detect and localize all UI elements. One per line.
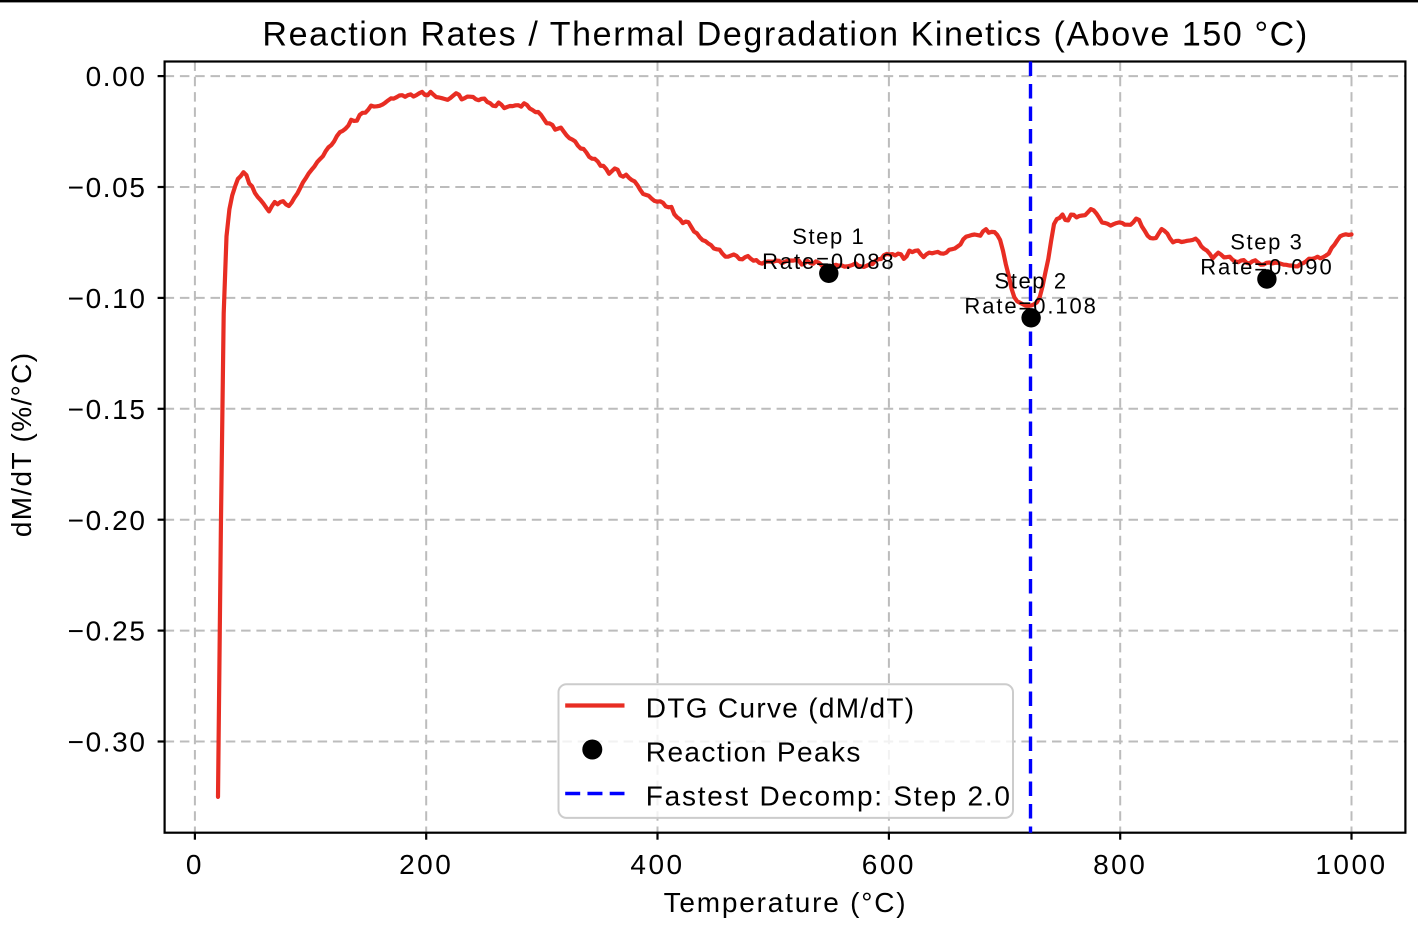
svg-text:Temperature (°C): Temperature (°C) <box>664 887 908 918</box>
svg-text:Rate=0.090: Rate=0.090 <box>1200 255 1333 280</box>
svg-text:0: 0 <box>186 849 204 880</box>
svg-text:0.00: 0.00 <box>86 61 147 92</box>
svg-text:200: 200 <box>399 849 453 880</box>
svg-text:−0.05: −0.05 <box>68 172 147 203</box>
svg-text:600: 600 <box>862 849 916 880</box>
svg-text:Rate=0.108: Rate=0.108 <box>964 293 1097 318</box>
svg-text:−0.15: −0.15 <box>68 394 147 425</box>
svg-text:Fastest Decomp: Step 2.0: Fastest Decomp: Step 2.0 <box>646 781 1012 812</box>
svg-text:Reaction Rates / Thermal Degra: Reaction Rates / Thermal Degradation Kin… <box>262 15 1308 53</box>
svg-text:1000: 1000 <box>1315 849 1387 880</box>
svg-text:Reaction Peaks: Reaction Peaks <box>646 737 862 768</box>
svg-text:800: 800 <box>1093 849 1147 880</box>
svg-text:Step 2: Step 2 <box>994 268 1067 293</box>
svg-text:Step 1: Step 1 <box>792 224 865 249</box>
svg-text:Step 3: Step 3 <box>1230 230 1303 255</box>
svg-text:−0.10: −0.10 <box>68 283 147 314</box>
svg-text:Rate=0.088: Rate=0.088 <box>762 249 895 274</box>
svg-text:dM/dT (%/°C): dM/dT (%/°C) <box>6 352 37 538</box>
svg-text:−0.30: −0.30 <box>68 727 147 758</box>
svg-text:DTG Curve (dM/dT): DTG Curve (dM/dT) <box>646 693 916 724</box>
svg-text:400: 400 <box>630 849 684 880</box>
svg-text:−0.20: −0.20 <box>68 505 147 536</box>
svg-text:−0.25: −0.25 <box>68 616 147 647</box>
